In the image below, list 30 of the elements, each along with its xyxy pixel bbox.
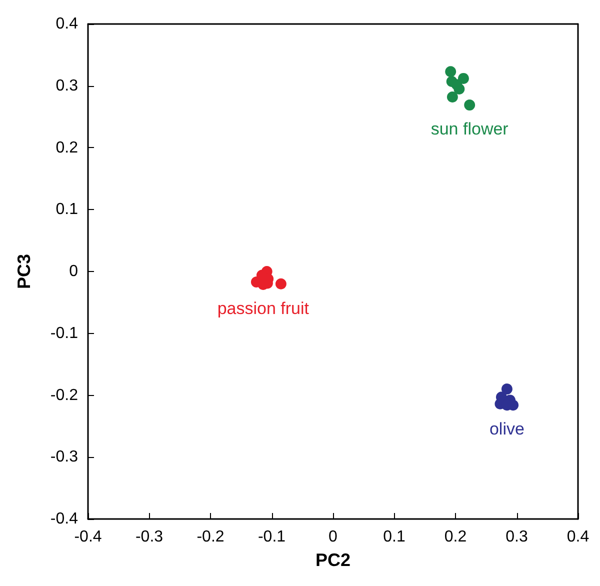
y-tick-label: 0.3 — [56, 77, 78, 94]
point — [464, 100, 476, 111]
point — [446, 92, 458, 103]
x-axis-title: PC2 — [315, 550, 351, 570]
y-tick-label: 0 — [69, 263, 78, 280]
point — [458, 72, 469, 84]
series-label: olive — [489, 420, 524, 439]
point — [445, 66, 456, 78]
point — [501, 384, 512, 395]
point — [275, 278, 286, 290]
x-tick-label: -0.1 — [258, 528, 286, 546]
y-tick-label: 0.2 — [56, 139, 78, 156]
x-tick-label: -0.4 — [74, 528, 102, 546]
series-label: passion fruit — [217, 298, 310, 318]
y-tick-label: -0.3 — [50, 448, 78, 466]
y-tick-label: 0.4 — [56, 16, 78, 32]
y-tick-label: -0.2 — [50, 386, 78, 404]
y-tick-label: 0.1 — [56, 201, 78, 218]
y-tick-label: -0.4 — [50, 510, 78, 528]
y-axis-title: PC3 — [14, 254, 34, 290]
x-tick-label: -0.2 — [196, 528, 224, 546]
x-tick-label: 0.1 — [383, 528, 406, 546]
point — [454, 83, 465, 94]
x-tick-label: 0.4 — [566, 528, 590, 546]
series-label: sun flower — [430, 120, 509, 139]
x-tick-label: 0 — [328, 528, 338, 546]
x-tick-label: 0.3 — [506, 528, 528, 546]
x-tick-label: -0.3 — [135, 528, 164, 546]
y-tick-label: -0.1 — [50, 324, 78, 342]
x-tick-label: 0.2 — [444, 528, 467, 546]
